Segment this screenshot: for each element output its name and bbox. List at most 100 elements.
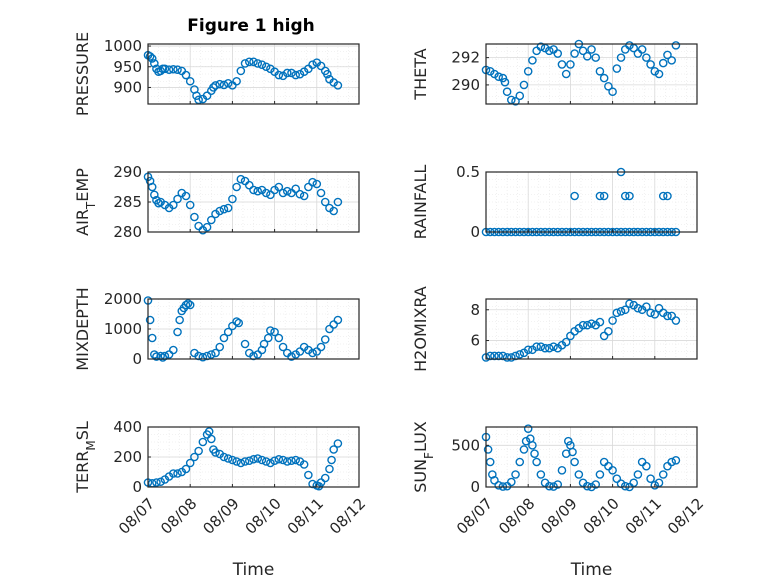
data-point <box>327 455 336 465</box>
data-point <box>595 191 605 201</box>
data-point <box>190 212 199 222</box>
data-point <box>549 342 558 351</box>
data-point <box>625 41 634 50</box>
data-point <box>595 470 605 479</box>
data-point <box>595 66 605 76</box>
y-axis-label-main: PRESSURE <box>73 32 92 116</box>
y-axis-label-main: H2OMIXRA <box>411 286 430 372</box>
data-point <box>620 191 630 201</box>
data-point <box>587 45 596 54</box>
data-point <box>536 342 546 351</box>
data-point <box>253 454 263 463</box>
data-point <box>232 317 241 326</box>
data-point <box>223 327 233 337</box>
ytick-label: 400 <box>113 418 142 436</box>
data-point <box>483 445 493 454</box>
x-axis-label: Time <box>570 560 613 580</box>
axes-box <box>485 426 698 488</box>
data-point <box>485 457 495 467</box>
data-point <box>591 53 601 62</box>
data-point <box>244 57 254 67</box>
data-point <box>169 469 178 478</box>
data-point <box>333 81 343 90</box>
data-point <box>211 81 220 90</box>
data-point <box>523 345 533 355</box>
data-point <box>599 331 609 341</box>
data-point <box>173 65 182 74</box>
data-point <box>536 42 546 52</box>
data-point <box>316 61 326 71</box>
data-point <box>591 480 601 489</box>
data-point <box>295 347 305 356</box>
data-point <box>185 200 195 210</box>
y-axis-label: TERRMSL <box>73 421 98 494</box>
data-point <box>646 60 655 69</box>
data-point <box>304 470 313 480</box>
data-point <box>519 80 529 90</box>
y-axis-label-main: THETA <box>411 48 430 100</box>
data-point <box>599 191 609 201</box>
data-point <box>563 436 573 446</box>
y-axis-label-main: SUN <box>411 459 430 493</box>
data-point <box>582 320 592 330</box>
data-point <box>599 73 609 83</box>
data-point <box>282 457 292 466</box>
data-point <box>658 58 668 68</box>
data-point <box>202 91 212 101</box>
data-point <box>278 455 288 465</box>
data-point <box>228 194 237 204</box>
data-point <box>604 327 613 336</box>
data-point <box>633 470 643 479</box>
data-point <box>194 446 203 456</box>
data-point <box>616 307 626 316</box>
data-point <box>570 191 579 201</box>
data-point <box>528 441 537 450</box>
subplot-5: 6 8 H2OMIXRA <box>411 286 698 372</box>
data-point <box>642 302 651 311</box>
data-point <box>219 80 229 90</box>
data-point <box>671 316 681 325</box>
data-point <box>215 342 225 352</box>
data-point <box>608 466 617 475</box>
ytick-label: 290 <box>113 163 142 181</box>
data-point <box>612 474 622 483</box>
data-point <box>282 186 292 196</box>
data-point <box>325 464 334 474</box>
data-point <box>287 456 296 466</box>
data-point <box>198 352 208 362</box>
data-point <box>257 60 267 69</box>
data-point <box>147 54 157 63</box>
data-point <box>663 191 672 201</box>
data-point <box>528 56 537 65</box>
data-point <box>671 456 681 465</box>
ytick-label: 950 <box>113 58 142 76</box>
data-point <box>259 339 269 349</box>
ytick-label: 0 <box>132 478 142 496</box>
data-point <box>274 182 284 192</box>
data-point <box>515 91 525 101</box>
data-point <box>608 87 617 97</box>
y-axis-label-tail: EMP <box>73 168 92 202</box>
data-point <box>236 66 246 76</box>
data-point <box>511 470 520 479</box>
ytick-label: 1000 <box>104 37 142 55</box>
data-point <box>566 60 575 69</box>
data-point <box>507 477 516 487</box>
data-point <box>485 66 495 76</box>
data-point <box>612 308 622 318</box>
data-point <box>625 191 634 201</box>
data-point <box>308 177 317 187</box>
data-point <box>240 457 250 466</box>
data-point <box>616 53 626 62</box>
data-point <box>667 56 676 65</box>
data-point <box>156 66 165 76</box>
figure-title: Figure 1 high <box>187 16 315 36</box>
data-point <box>568 447 577 457</box>
ytick-label: 292 <box>451 49 480 67</box>
data-point <box>206 350 216 359</box>
data-point <box>582 51 592 61</box>
ytick-label: 285 <box>113 193 142 211</box>
subplot-4: 0 1000 2000 MIXDEPTH <box>73 287 360 371</box>
data-point <box>164 65 174 74</box>
data-point <box>663 50 672 60</box>
